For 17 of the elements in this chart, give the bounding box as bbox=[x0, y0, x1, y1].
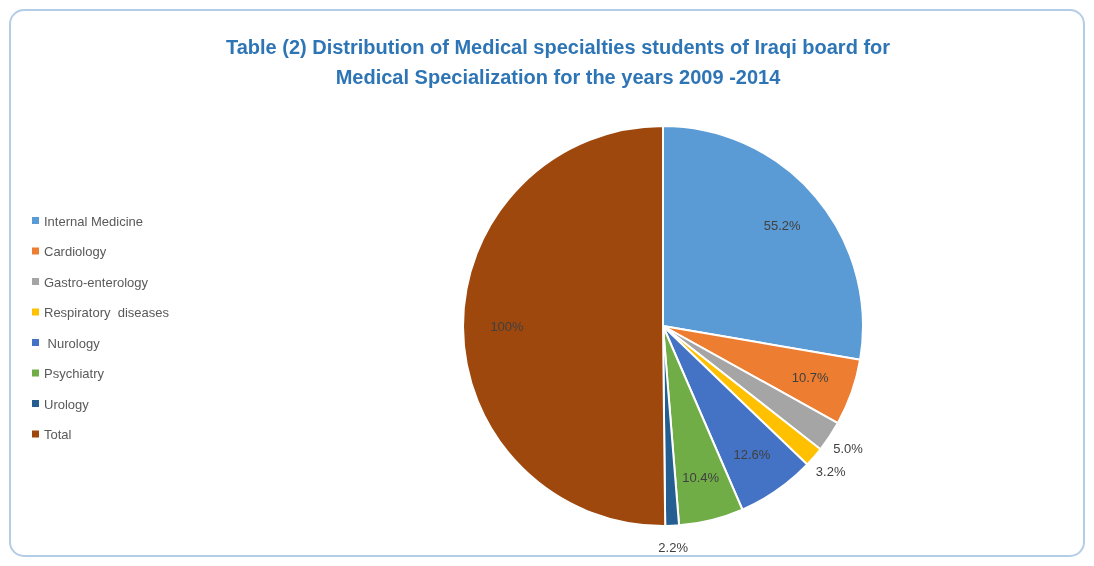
legend-label: Nurology bbox=[44, 335, 101, 351]
legend-label: Urology bbox=[44, 396, 90, 412]
data-label: 3.2% bbox=[815, 464, 846, 480]
data-label: 2.2% bbox=[658, 540, 689, 556]
legend-label: Respiratory diseases bbox=[44, 305, 170, 321]
legend-label: Gastro-enterology bbox=[44, 274, 149, 290]
data-label: 10.7% bbox=[791, 370, 830, 386]
data-label: 12.6% bbox=[733, 446, 771, 462]
legend-label: Cardiology bbox=[44, 244, 107, 260]
legend-label: Total bbox=[44, 427, 72, 443]
data-label: 55.2% bbox=[763, 217, 802, 233]
legend-label: Internal Medicine bbox=[44, 213, 143, 229]
data-label: 5.0% bbox=[833, 441, 864, 457]
chart-title: Table (2) Distribution of Medical specialties students of Iraqi board for Medical Specialization for the years 2009 -2014 bbox=[225, 36, 891, 88]
legend-label: Psychiatry bbox=[44, 366, 105, 382]
data-label: 100% bbox=[490, 319, 525, 335]
data-label: 10.4% bbox=[682, 469, 720, 485]
